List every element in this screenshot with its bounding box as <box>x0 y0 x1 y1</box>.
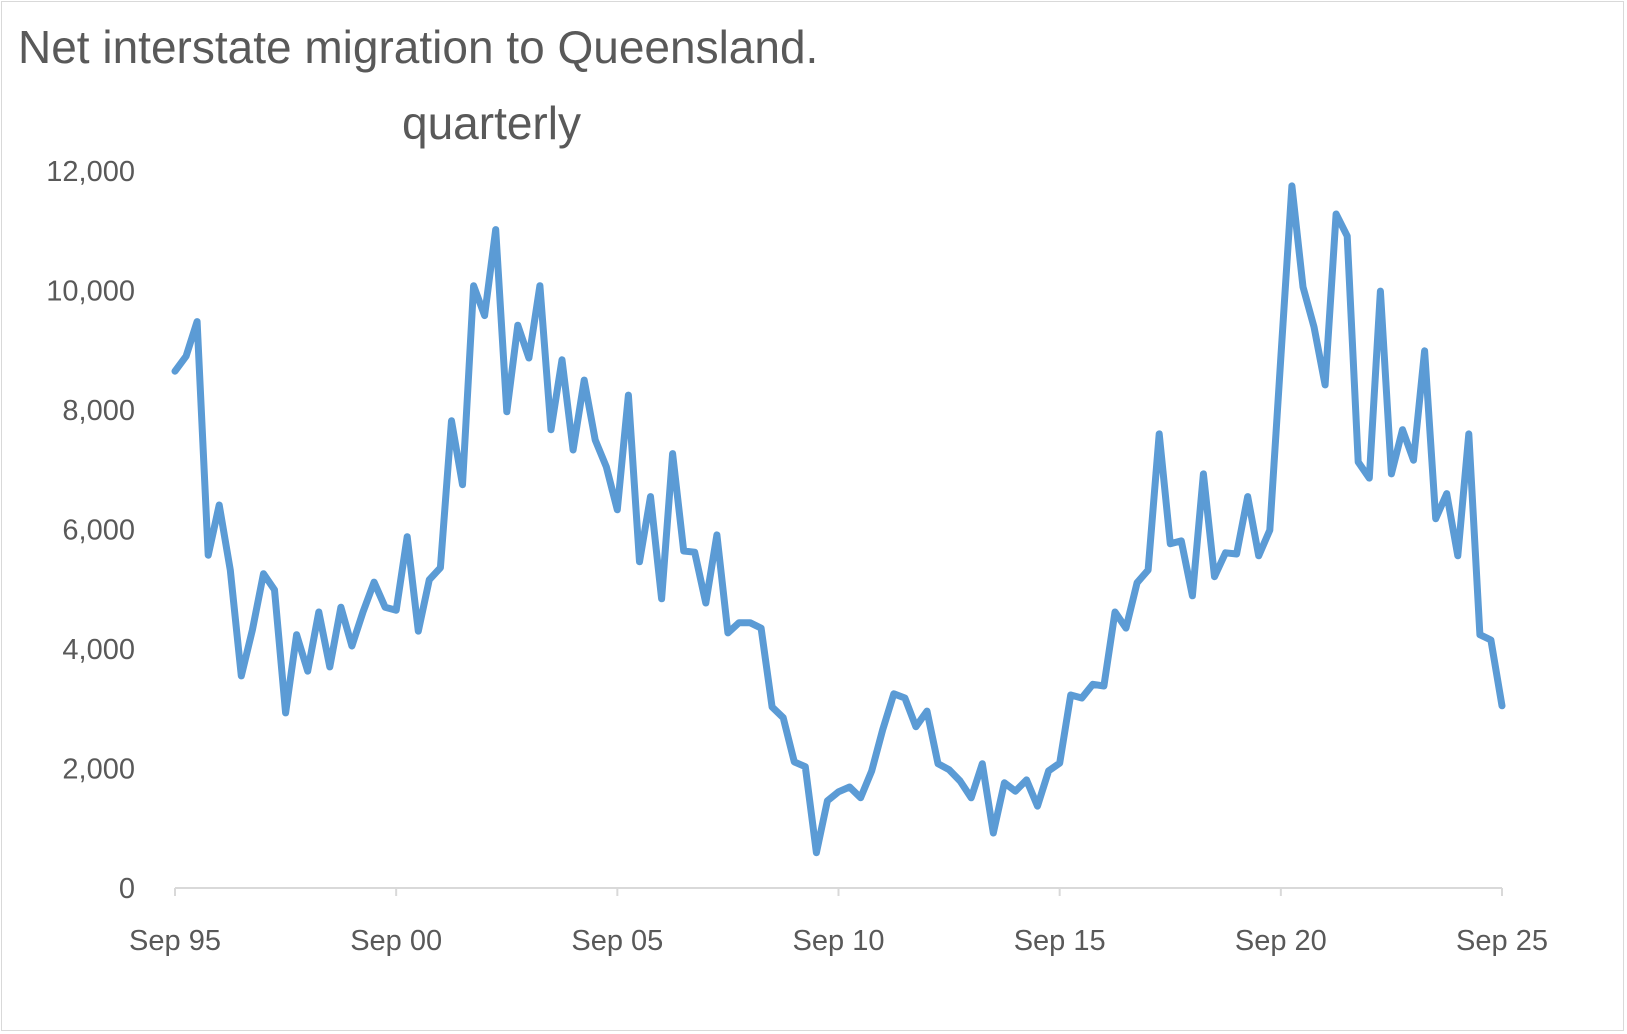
y-tick-label: 8,000 <box>62 395 135 427</box>
chart-subtitle: quarterly <box>402 97 581 149</box>
y-tick-label: 2,000 <box>62 754 135 786</box>
x-tick-label: Sep 10 <box>793 925 885 957</box>
y-tick-label: 6,000 <box>62 515 135 547</box>
series-group <box>171 182 1506 857</box>
x-tick-label: Sep 25 <box>1456 925 1548 957</box>
x-tick-label: Sep 05 <box>571 925 663 957</box>
y-tick-label: 4,000 <box>62 634 135 666</box>
chart-title: Net interstate migration to Queensland. <box>18 21 819 73</box>
y-tick-label: 0 <box>119 873 135 905</box>
x-axis: Sep 95 Sep 00 Sep 05 Sep 10 Sep 15 Sep 20 Sep … <box>129 887 1548 957</box>
y-axis: 0 2,000 4,000 6,000 8,000 10,000 12,000 <box>46 156 135 905</box>
y-tick-label: 10,000 <box>46 276 135 308</box>
x-tick-label: Sep 20 <box>1235 925 1327 957</box>
y-tick-label: 12,000 <box>46 156 135 188</box>
x-tick-label: Sep 00 <box>350 925 442 957</box>
series-line <box>171 182 1506 857</box>
x-tick-label: Sep 15 <box>1014 925 1106 957</box>
x-tick-label: Sep 95 <box>129 925 221 957</box>
